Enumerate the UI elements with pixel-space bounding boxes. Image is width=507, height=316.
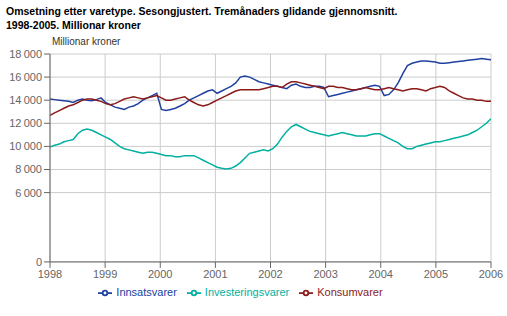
svg-text:14 000: 14 000 (9, 94, 42, 106)
html-text:Omsetning etter varetype. Seso: Omsetning etter varetype. Sesongjustert.… (6, 5, 398, 17)
html-text:Millionar kroner: Millionar kroner (52, 36, 121, 47)
svg-text:6 000: 6 000 (15, 187, 42, 199)
html-text:Konsumvarer: Konsumvarer (317, 285, 383, 298)
svg-text:18 000: 18 000 (9, 48, 42, 60)
svg-text:12 000: 12 000 (9, 117, 42, 129)
svg-text:16 000: 16 000 (9, 71, 42, 83)
svg-text:2004: 2004 (369, 268, 393, 280)
svg-text:10 000: 10 000 (9, 140, 42, 152)
svg-text:1999: 1999 (93, 268, 117, 280)
svg-text:2006: 2006 (479, 268, 499, 280)
svg-text:1998: 1998 (38, 268, 62, 280)
html-text:Innsatsvarer: Innsatsvarer (116, 285, 177, 298)
svg-text:2003: 2003 (313, 268, 337, 280)
svg-text:2001: 2001 (203, 268, 227, 280)
svg-text:2002: 2002 (258, 268, 282, 280)
svg-text:2005: 2005 (424, 268, 448, 280)
html-text:1998-2005. Millionar kroner: 1998-2005. Millionar kroner (6, 19, 141, 31)
svg-text:0: 0 (36, 256, 42, 268)
html-text:Investeringsvarer: Investeringsvarer (204, 285, 290, 298)
svg-text:8 000: 8 000 (15, 163, 42, 175)
svg-text:2000: 2000 (148, 268, 172, 280)
